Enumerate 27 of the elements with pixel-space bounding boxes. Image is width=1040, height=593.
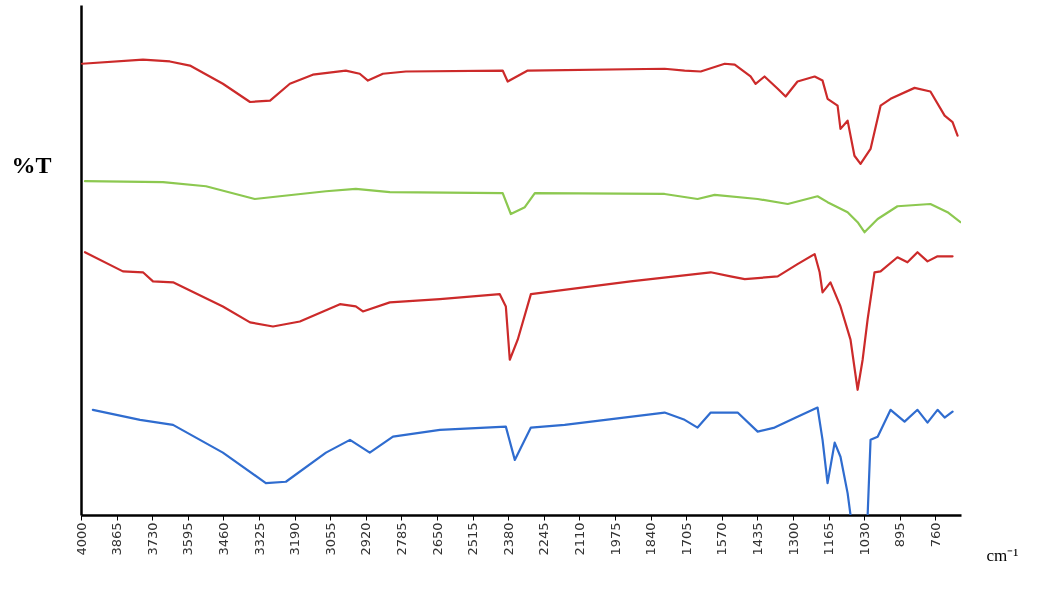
x-tick-label: 3730 xyxy=(144,522,160,556)
x-tick-label: 2650 xyxy=(429,522,445,556)
x-tick-label: 2920 xyxy=(358,522,374,556)
x-tick-label: 1975 xyxy=(607,522,623,556)
x-tick-label: 2785 xyxy=(393,522,409,556)
x-tick-label: 3055 xyxy=(322,522,338,556)
x-tick-label: 2245 xyxy=(536,522,552,556)
x-tick-label: 1705 xyxy=(678,522,694,556)
x-tick-label: 895 xyxy=(892,522,908,548)
x-tick-label: 2110 xyxy=(571,522,587,556)
x-tick-label: 1840 xyxy=(643,522,659,556)
x-tick-label: 1435 xyxy=(749,522,765,556)
x-tick-label: 3190 xyxy=(287,522,303,556)
x-tick-label: 1570 xyxy=(714,522,730,556)
x-tick-label: 1165 xyxy=(821,522,837,556)
x-tick-label: 760 xyxy=(927,522,943,548)
x-tick-label: 1300 xyxy=(785,522,801,556)
x-axis-title: cm⁻¹ xyxy=(986,545,1019,565)
x-tick-label: 3460 xyxy=(215,522,231,556)
x-tick-label: 2380 xyxy=(500,522,516,556)
x-tick-label: 2515 xyxy=(465,522,481,556)
y-axis-title: %T xyxy=(11,151,52,178)
x-tick-label: 3865 xyxy=(109,522,125,556)
x-tick-label: 4000 xyxy=(73,522,89,556)
x-tick-label: 3595 xyxy=(180,522,196,556)
x-tick-label: 1030 xyxy=(856,522,872,556)
x-tick-label: 3325 xyxy=(251,522,267,556)
